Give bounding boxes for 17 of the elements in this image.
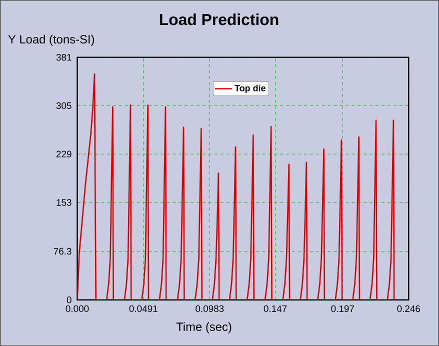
legend-label: Top die	[234, 84, 266, 93]
x-tick-label: 0.246	[397, 305, 420, 312]
x-tick-label: 0.0983	[196, 305, 224, 312]
x-tick-label: 0.0491	[129, 305, 158, 312]
line-series	[77, 73, 395, 300]
y-tick-label: 381	[56, 54, 72, 61]
chart-title: Load Prediction	[160, 13, 278, 26]
y-axis-title: Y Load (tons-SI)	[8, 34, 94, 46]
y-tick-label: 76.3	[54, 248, 72, 255]
y-tick-label: 229	[56, 150, 72, 158]
y-tick-label: 153	[56, 199, 72, 206]
y-tick-label: 0	[66, 296, 72, 304]
y-tick-label: 305	[56, 102, 72, 109]
x-axis-title: Time (sec)	[176, 322, 232, 334]
x-tick-label: 0.147	[264, 305, 287, 312]
x-tick-label: 0.000	[66, 305, 89, 312]
x-tick-label: 0.197	[331, 305, 354, 312]
